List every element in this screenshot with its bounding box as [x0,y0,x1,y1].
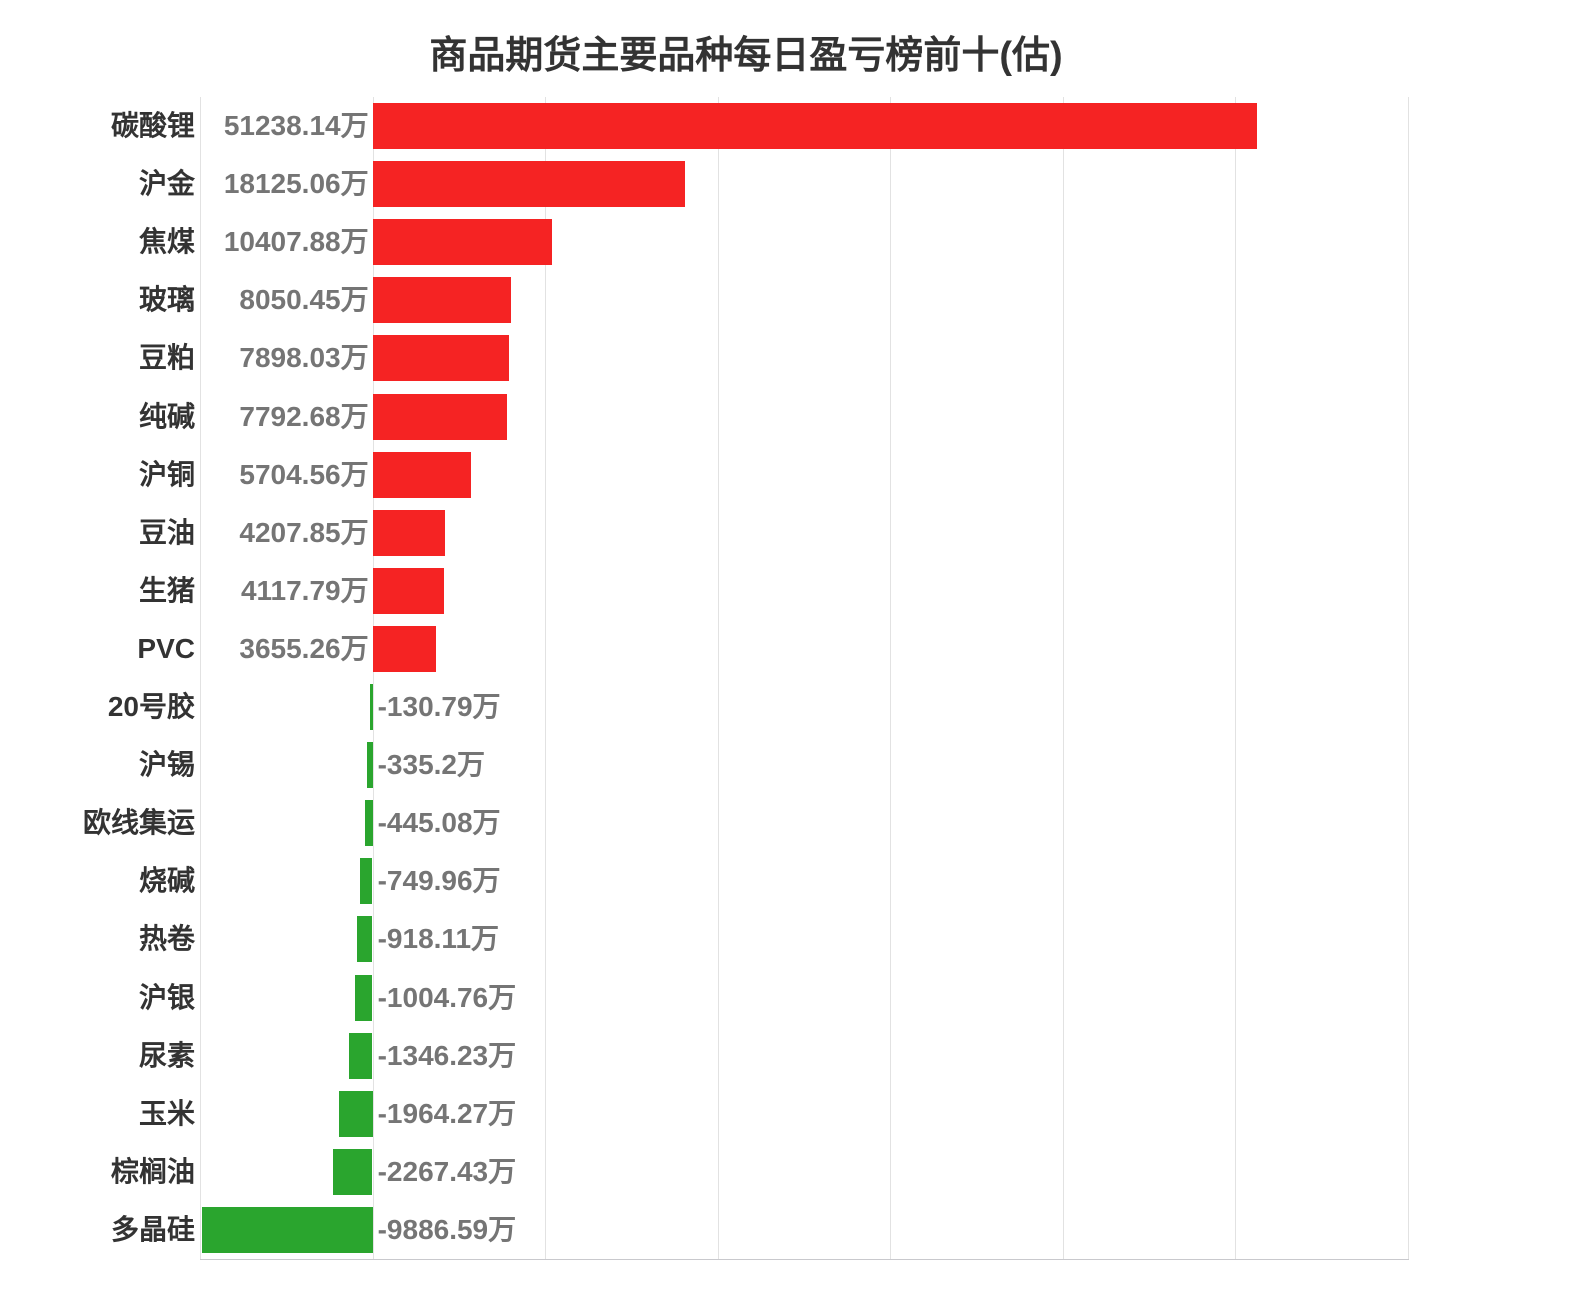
bar-positive [372,393,508,440]
category-label: 热卷 [138,923,195,955]
bar-positive [372,509,446,556]
bar-negative [338,1090,373,1137]
value-label: 10407.88万 [223,226,369,258]
category-label: 沪锡 [138,749,195,781]
category-label: 玻璃 [138,284,195,316]
value-label: -2267.43万 [377,1155,517,1187]
bar-positive [372,567,444,614]
category-label: 沪金 [138,168,195,200]
gridline [890,97,892,1259]
category-label: PVC [137,632,195,664]
category-label: 沪铜 [138,458,195,490]
bar-negative [333,1148,373,1195]
bar-negative [366,742,373,789]
bar-negative [359,858,373,905]
bar-positive [372,219,553,266]
value-label: 7792.68万 [239,400,369,432]
category-label: 玉米 [138,1097,195,1129]
value-label: 4207.85万 [239,516,369,548]
category-label: 烧碱 [138,865,195,897]
category-label: 棕榈油 [110,1155,195,1187]
category-label: 碳酸锂 [110,110,195,141]
bar-negative [356,916,373,963]
category-label: 生猪 [138,574,195,606]
bar-positive [372,335,509,382]
category-label: 豆粕 [138,342,195,374]
value-label: -1964.27万 [377,1097,517,1129]
value-label: -130.79万 [377,691,501,722]
value-label: -9886.59万 [377,1214,517,1245]
gridline [1235,97,1237,1259]
bar-positive [372,451,471,498]
value-label: 8050.45万 [239,284,369,316]
category-label: 20号胶 [107,691,195,722]
chart-title: 商品期货主要品种每日盈亏榜前十(估) [429,35,1063,77]
category-label: 纯碱 [138,400,195,432]
bar-negative [202,1207,373,1253]
gridline [545,97,547,1259]
bar-positive [372,103,1257,149]
bar-positive [372,625,436,672]
value-label: -1346.23万 [377,1039,517,1071]
value-label: -335.2万 [377,749,485,781]
value-label: 4117.79万 [240,574,369,606]
category-label: 豆油 [138,516,195,548]
bar-negative [364,800,373,847]
value-label: 7898.03万 [239,342,369,374]
value-label: -445.08万 [377,807,501,839]
value-label: -1004.76万 [377,981,517,1013]
bar-negative [349,1032,373,1079]
category-label: 欧线集运 [82,807,195,839]
value-label: -749.96万 [377,865,501,897]
bar-positive [372,277,512,324]
gridline [372,97,374,1259]
x-axis-line [200,1259,1409,1260]
gridline [1408,97,1409,1259]
value-label: 3655.26万 [239,632,369,664]
category-label: 沪银 [138,981,195,1013]
value-label: 5704.56万 [239,458,369,490]
bar-negative [355,974,373,1021]
category-label: 多晶硅 [110,1214,195,1245]
category-label: 焦煤 [138,226,195,258]
gridline [717,97,719,1259]
category-label: 尿素 [138,1039,195,1071]
value-label: 18125.06万 [223,168,369,200]
gridline [1062,97,1064,1259]
value-label: 51238.14万 [223,110,369,141]
value-label: -918.11万 [377,923,500,955]
bar-negative [370,684,373,730]
gridline [200,97,201,1259]
bar-positive [372,161,686,208]
